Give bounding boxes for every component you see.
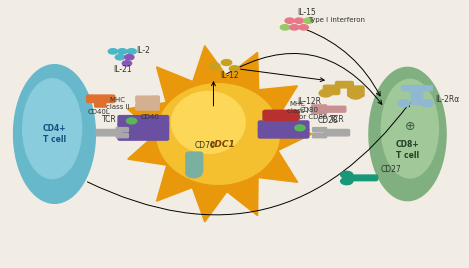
FancyBboxPatch shape	[116, 128, 129, 132]
FancyBboxPatch shape	[411, 90, 423, 105]
Circle shape	[127, 118, 137, 124]
Circle shape	[229, 66, 240, 72]
Text: MHC
class I: MHC class I	[287, 101, 309, 114]
Text: CD40L: CD40L	[88, 109, 110, 115]
Circle shape	[398, 100, 410, 107]
Text: TCR: TCR	[330, 115, 344, 124]
FancyBboxPatch shape	[258, 121, 309, 131]
Text: TCR: TCR	[102, 115, 117, 124]
Circle shape	[285, 18, 295, 23]
Circle shape	[127, 49, 136, 54]
Text: CD4+
T cell: CD4+ T cell	[43, 124, 66, 144]
Polygon shape	[127, 46, 312, 222]
FancyArrowPatch shape	[212, 82, 215, 106]
Text: IL-15: IL-15	[298, 8, 317, 17]
FancyBboxPatch shape	[335, 81, 353, 88]
Text: CD8+
T cell: CD8+ T cell	[396, 140, 419, 160]
Circle shape	[349, 92, 362, 99]
Ellipse shape	[381, 79, 439, 178]
Ellipse shape	[23, 79, 82, 178]
FancyBboxPatch shape	[136, 104, 159, 110]
FancyBboxPatch shape	[401, 86, 417, 91]
Text: MHC
class II: MHC class II	[106, 97, 129, 110]
FancyBboxPatch shape	[263, 110, 299, 120]
FancyBboxPatch shape	[136, 96, 159, 103]
FancyBboxPatch shape	[96, 129, 121, 136]
FancyBboxPatch shape	[95, 100, 106, 107]
Text: IL-21: IL-21	[113, 65, 132, 74]
FancyBboxPatch shape	[323, 106, 346, 112]
Text: CD70: CD70	[195, 141, 215, 150]
Circle shape	[186, 169, 202, 178]
Text: CD80
or CD86: CD80 or CD86	[300, 107, 328, 120]
FancyArrowPatch shape	[306, 30, 380, 96]
Text: IL-2: IL-2	[136, 46, 150, 54]
Text: CD28: CD28	[317, 116, 338, 125]
FancyBboxPatch shape	[323, 85, 340, 95]
FancyBboxPatch shape	[295, 130, 307, 135]
Circle shape	[340, 171, 353, 178]
Circle shape	[304, 18, 313, 23]
Circle shape	[122, 61, 132, 66]
FancyBboxPatch shape	[348, 86, 364, 97]
Ellipse shape	[369, 67, 446, 201]
FancyBboxPatch shape	[118, 131, 168, 140]
Circle shape	[299, 25, 309, 30]
FancyBboxPatch shape	[416, 86, 432, 91]
FancyArrowPatch shape	[240, 69, 324, 81]
Ellipse shape	[172, 91, 245, 153]
Circle shape	[210, 63, 220, 69]
FancyBboxPatch shape	[313, 133, 326, 138]
FancyBboxPatch shape	[152, 96, 159, 110]
Ellipse shape	[14, 65, 95, 203]
Text: IL-2Rα: IL-2Rα	[436, 95, 460, 104]
Text: IL-12: IL-12	[220, 71, 239, 80]
Text: cDC1: cDC1	[210, 140, 236, 149]
Circle shape	[280, 25, 290, 30]
Circle shape	[295, 18, 304, 23]
FancyBboxPatch shape	[118, 123, 168, 133]
FancyArrowPatch shape	[227, 53, 382, 104]
Text: Type I interferon: Type I interferon	[309, 17, 365, 23]
FancyBboxPatch shape	[312, 105, 326, 109]
Circle shape	[421, 100, 433, 107]
Circle shape	[319, 90, 332, 97]
FancyBboxPatch shape	[324, 129, 349, 136]
Text: CD27: CD27	[380, 166, 401, 174]
FancyBboxPatch shape	[186, 152, 203, 173]
Circle shape	[115, 55, 125, 60]
Circle shape	[295, 125, 305, 131]
FancyBboxPatch shape	[313, 128, 326, 132]
FancyBboxPatch shape	[348, 175, 378, 181]
Circle shape	[340, 178, 353, 185]
FancyBboxPatch shape	[116, 133, 129, 138]
Text: ⊕: ⊕	[405, 120, 415, 132]
Circle shape	[118, 49, 127, 54]
Circle shape	[290, 25, 299, 30]
Circle shape	[125, 55, 134, 60]
FancyBboxPatch shape	[118, 116, 168, 125]
Ellipse shape	[157, 84, 280, 184]
Text: CD40: CD40	[141, 114, 160, 120]
Text: IL-12R: IL-12R	[297, 98, 321, 106]
Circle shape	[221, 59, 232, 65]
Circle shape	[108, 49, 118, 54]
FancyBboxPatch shape	[258, 128, 309, 138]
FancyArrowPatch shape	[87, 102, 410, 215]
FancyBboxPatch shape	[312, 109, 326, 113]
FancyBboxPatch shape	[87, 95, 115, 103]
